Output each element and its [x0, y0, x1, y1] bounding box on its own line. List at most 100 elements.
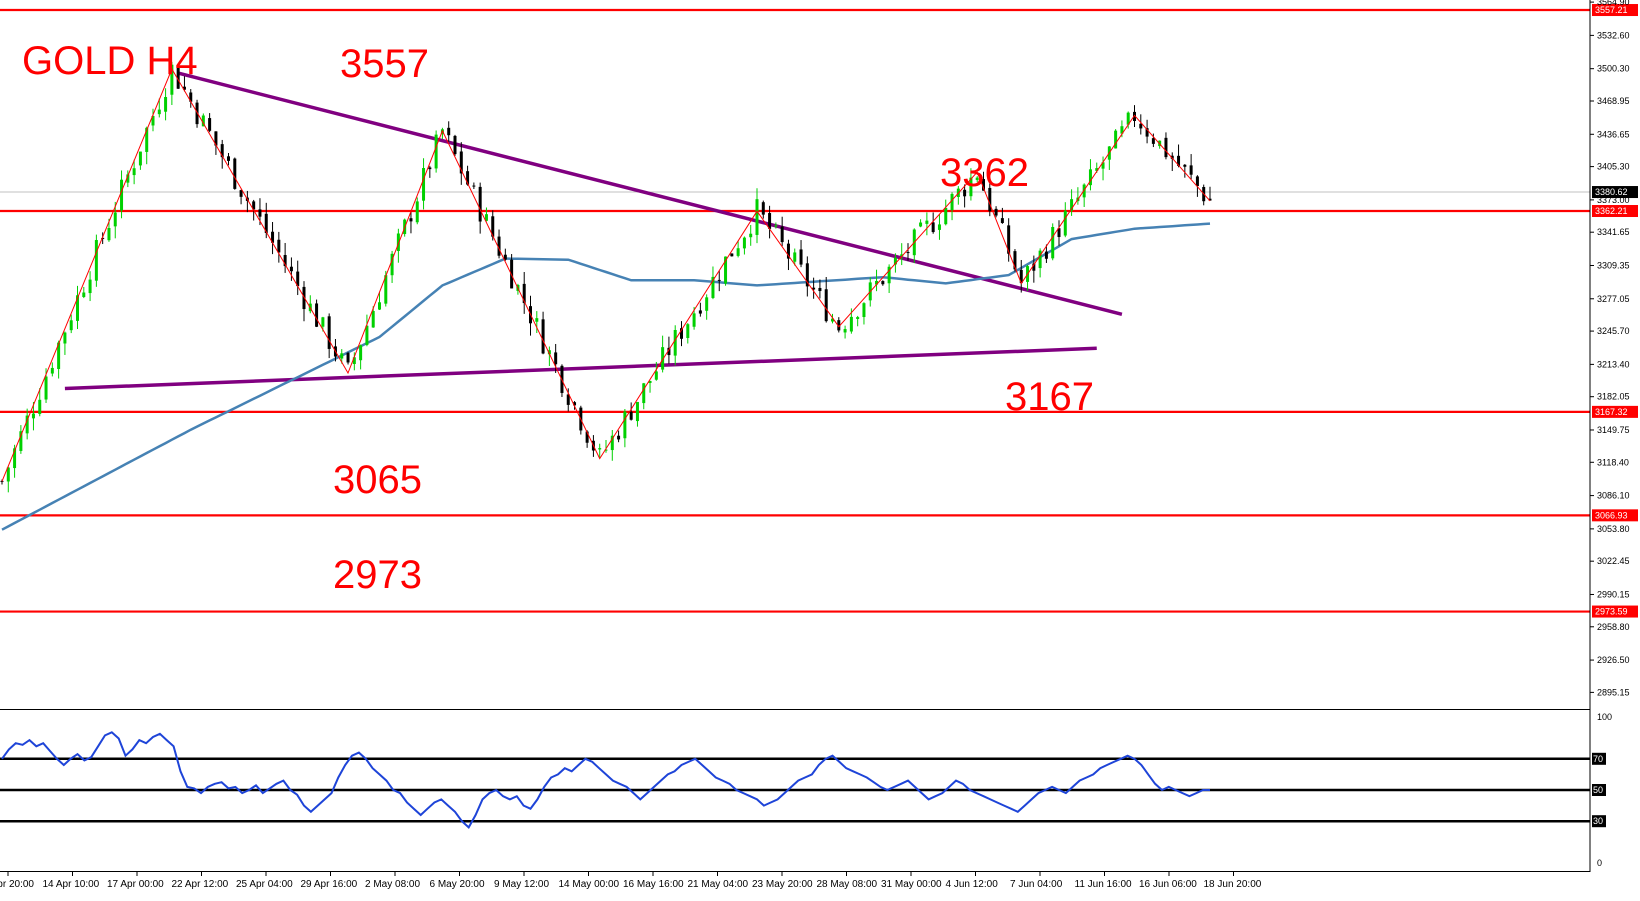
candle-body	[283, 255, 287, 267]
level-tag-text-3065: 3066.93	[1595, 510, 1628, 520]
candle-body	[220, 144, 224, 158]
candle	[680, 321, 683, 347]
rsi-tick-label-100: 100	[1597, 712, 1612, 722]
candle	[610, 430, 614, 461]
candle	[937, 214, 941, 240]
candle	[705, 294, 709, 320]
candle-body	[730, 253, 734, 257]
candle-body	[447, 127, 451, 136]
candle	[1051, 223, 1055, 261]
candle	[478, 182, 482, 234]
candle-body	[875, 280, 879, 285]
candle	[730, 253, 734, 257]
candle	[1145, 119, 1149, 144]
candle-body	[988, 187, 992, 212]
candle-body	[585, 431, 589, 443]
candle-body	[944, 207, 948, 225]
candle-body	[893, 257, 897, 265]
candle	[151, 108, 155, 132]
candle-body	[503, 254, 507, 260]
candle	[69, 314, 73, 334]
candle	[812, 277, 816, 299]
candle	[749, 224, 753, 246]
candle-body	[472, 185, 476, 187]
candle	[598, 443, 602, 459]
candle-body	[547, 350, 551, 355]
price-tick-label-2: 3500.30	[1597, 64, 1630, 74]
candle	[409, 210, 413, 234]
candle-body	[340, 353, 344, 359]
level-label-3362: 3362	[940, 151, 1029, 195]
candle	[503, 248, 507, 261]
candle	[31, 401, 35, 431]
candle-body	[818, 287, 822, 292]
candle-body	[63, 332, 67, 344]
candle	[1007, 218, 1011, 262]
candle-body	[359, 345, 363, 361]
candle	[497, 229, 501, 259]
candle-body	[1183, 164, 1187, 167]
candle-body	[1195, 176, 1199, 187]
candle-body	[1151, 138, 1155, 144]
candle-body	[1019, 269, 1023, 284]
candle-body	[736, 248, 740, 256]
price-tick-label-15: 3086.10	[1597, 491, 1630, 501]
candle	[994, 206, 998, 218]
candle-body	[1101, 162, 1105, 169]
candle	[447, 121, 451, 142]
candle-body	[151, 115, 155, 126]
candle	[189, 89, 193, 108]
price-tick-label-0: 3564.90	[1597, 0, 1630, 7]
candle	[63, 331, 67, 355]
candle-body	[239, 190, 243, 197]
candle	[359, 344, 363, 370]
candle-body	[761, 202, 765, 215]
candle-body	[755, 199, 759, 235]
candle-body	[1189, 165, 1193, 175]
candle	[673, 325, 677, 366]
candle-body	[799, 249, 803, 265]
candle-body	[497, 236, 501, 256]
candle	[352, 352, 356, 371]
candle	[1063, 202, 1067, 238]
candle	[315, 299, 319, 328]
candle	[1044, 244, 1048, 263]
zigzag-line	[1, 67, 1211, 482]
candle-body	[862, 303, 866, 318]
candle-body	[717, 279, 721, 281]
candle-body	[6, 467, 10, 482]
candle	[390, 250, 394, 283]
candle-body	[566, 394, 570, 405]
candle-body	[120, 179, 124, 211]
candle	[654, 361, 658, 381]
candle-body	[1044, 251, 1048, 259]
price-tick-label-6: 3373.00	[1597, 195, 1630, 205]
candle-body	[522, 283, 526, 304]
candle-body	[484, 214, 488, 221]
candle	[824, 276, 828, 323]
candle	[346, 351, 350, 365]
candle	[906, 243, 910, 261]
rsi-level-tag-text-50: 50	[1593, 785, 1603, 795]
candle	[327, 313, 331, 359]
candle	[963, 184, 967, 208]
time-tick-label-1: 14 Apr 10:00	[43, 879, 100, 890]
candle-body	[635, 401, 639, 422]
time-tick-label-3: 22 Apr 12:00	[172, 879, 229, 890]
price-tick-label-21: 2895.15	[1597, 687, 1630, 697]
candle-body	[57, 342, 61, 369]
candle-body	[170, 64, 174, 95]
level-label-2973: 2973	[333, 553, 422, 597]
candle-body	[925, 220, 929, 224]
candle	[768, 205, 772, 239]
candle	[837, 317, 841, 333]
candle	[1000, 207, 1004, 224]
candle	[145, 126, 149, 165]
candle-body	[573, 402, 577, 406]
candle-body	[768, 213, 772, 229]
candle	[434, 130, 438, 173]
candle-body	[793, 252, 797, 262]
candle	[717, 270, 721, 292]
candle	[422, 158, 426, 210]
